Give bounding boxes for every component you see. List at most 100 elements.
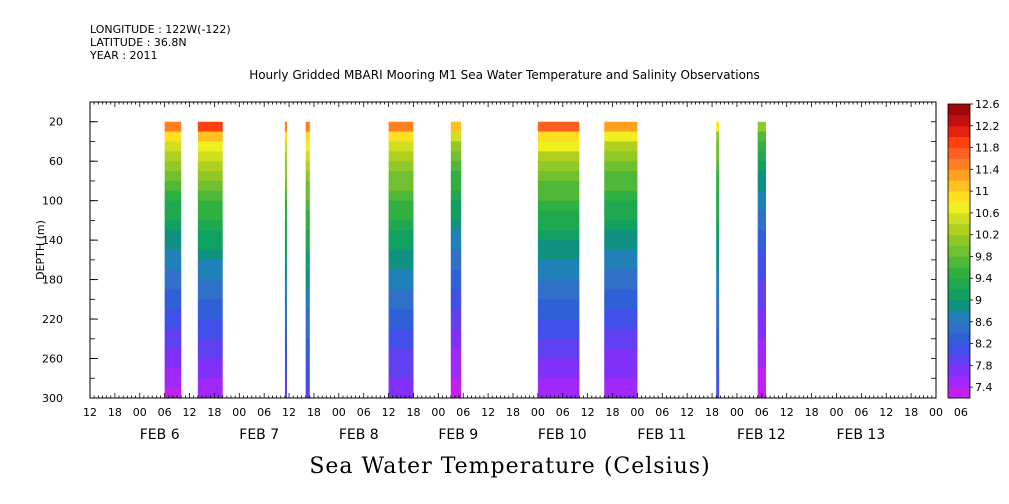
- data-cell: [305, 269, 310, 281]
- data-cell: [197, 161, 223, 172]
- latitude-label: LATITUDE : 36.8N: [90, 36, 187, 49]
- data-cell: [716, 289, 720, 300]
- data-cell: [604, 289, 638, 300]
- colorbar-tick-label: 11: [975, 185, 989, 198]
- data-segment: [537, 121, 580, 399]
- colorbar-swatch: [948, 191, 970, 203]
- data-cell: [164, 240, 182, 251]
- data-cell: [537, 269, 580, 281]
- data-cell: [537, 230, 580, 241]
- data-cell: [757, 141, 766, 152]
- data-cell: [757, 328, 766, 340]
- data-cell: [284, 131, 287, 142]
- chart-title: Hourly Gridded MBARI Mooring M1 Sea Wate…: [249, 68, 760, 82]
- data-cell: [197, 230, 223, 241]
- data-cell: [305, 289, 310, 300]
- y-tick-label: 220: [42, 313, 63, 326]
- data-cell: [284, 151, 287, 162]
- data-cell: [537, 161, 580, 172]
- colorbar-swatch: [948, 278, 970, 290]
- data-cell: [716, 388, 720, 399]
- data-cell: [537, 220, 580, 231]
- colorbar-tick-label: 10.2: [975, 229, 1000, 242]
- data-cell: [450, 161, 462, 172]
- x-day-label: FEB 12: [737, 427, 786, 443]
- x-day-label: FEB 8: [339, 427, 379, 443]
- data-cell: [757, 299, 766, 310]
- colorbar-tick-label: 11.4: [975, 163, 1000, 176]
- colorbar-tick-label: 8.2: [975, 338, 993, 351]
- data-cell: [305, 319, 310, 330]
- data-cell: [284, 190, 287, 202]
- x-tick-label: 18: [705, 406, 719, 419]
- colorbar-swatch: [948, 343, 970, 355]
- x-tick-label: 06: [854, 406, 868, 419]
- data-cell: [284, 348, 287, 360]
- data-cell: [197, 299, 223, 310]
- data-segment: [164, 121, 182, 399]
- data-cell: [757, 279, 766, 290]
- data-cell: [450, 269, 462, 281]
- data-cell: [716, 230, 720, 241]
- data-cell: [388, 210, 414, 221]
- x-tick-label: 12: [879, 406, 893, 419]
- data-cell: [388, 328, 414, 340]
- data-cell: [450, 319, 462, 330]
- data-cell: [450, 388, 462, 399]
- colorbar-swatch: [948, 267, 970, 279]
- data-cell: [388, 289, 414, 300]
- data-cell: [757, 180, 766, 192]
- data-cell: [197, 368, 223, 379]
- data-cell: [284, 141, 287, 152]
- data-cell: [716, 200, 720, 212]
- x-day-label: FEB 13: [836, 427, 885, 443]
- data-cell: [537, 171, 580, 182]
- data-cell: [388, 259, 414, 271]
- data-cell: [604, 368, 638, 379]
- data-cell: [388, 378, 414, 389]
- data-cell: [284, 299, 287, 310]
- data-cell: [757, 230, 766, 241]
- data-cell: [450, 348, 462, 360]
- data-cell: [164, 210, 182, 221]
- data-segment: [388, 121, 414, 399]
- x-tick-label: 00: [232, 406, 246, 419]
- x-tick-label: 12: [382, 406, 396, 419]
- data-cell: [757, 151, 766, 162]
- colorbar-tick-label: 9.4: [975, 272, 993, 285]
- data-cell: [305, 190, 310, 202]
- x-tick-label: 06: [456, 406, 470, 419]
- data-cell: [284, 388, 287, 399]
- data-cell: [537, 328, 580, 340]
- x-tick-label: 12: [481, 406, 495, 419]
- data-cell: [284, 220, 287, 231]
- colorbar: 7.4 7.8 8.2 8.6 9 9.4 9.8 10.2 10.6 11 11.4 11.8 12.…: [947, 98, 1000, 399]
- data-cell: [305, 200, 310, 212]
- data-cell: [757, 358, 766, 369]
- data-cell: [757, 259, 766, 271]
- data-cell: [284, 171, 287, 182]
- data-cell: [604, 131, 638, 142]
- data-cell: [284, 210, 287, 221]
- data-cell: [164, 131, 182, 142]
- colorbar-swatch: [948, 300, 970, 312]
- data-cell: [305, 299, 310, 310]
- data-cell: [284, 180, 287, 192]
- data-cell: [197, 348, 223, 360]
- data-cell: [450, 309, 462, 320]
- colorbar-swatch: [948, 158, 970, 170]
- data-cell: [388, 180, 414, 192]
- x-tick-label: 00: [531, 406, 545, 419]
- data-cell: [604, 250, 638, 261]
- data-cell: [757, 338, 766, 350]
- data-cell: [716, 171, 720, 182]
- data-cell: [537, 141, 580, 152]
- x-tick-label: 18: [805, 406, 819, 419]
- data-cell: [537, 240, 580, 251]
- data-cell: [305, 309, 310, 320]
- data-cell: [537, 358, 580, 369]
- data-cell: [197, 388, 223, 399]
- data-cell: [164, 269, 182, 281]
- data-cell: [305, 358, 310, 369]
- data-cell: [164, 338, 182, 350]
